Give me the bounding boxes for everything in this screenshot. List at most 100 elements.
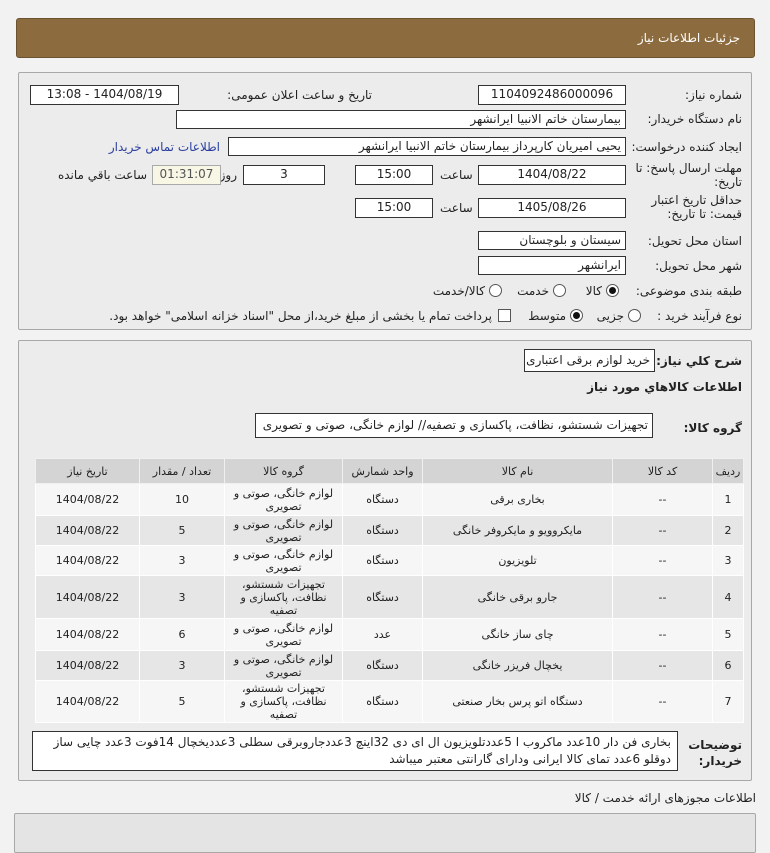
need-date-cell: 1404/08/22: [35, 650, 140, 681]
item-name-cell: مایکروویو و مایکروفر خانگی: [422, 515, 613, 546]
row-number-cell: 1: [712, 483, 744, 516]
quantity-cell: 3: [139, 545, 225, 576]
unit-cell: دستگاه: [342, 650, 423, 681]
purchase-option-minor: جزیی: [596, 309, 624, 323]
treasury-payment-text: پرداخت تمام یا بخشی از مبلغ خرید،از محل …: [109, 309, 492, 323]
province-field[interactable]: سیستان و بلوچستان: [478, 231, 626, 250]
licenses-panel: [14, 813, 756, 853]
notes-field: بخاری فن دار 10عدد ماکروب ا 5عددتلویزیون…: [32, 731, 678, 771]
item-name-cell: جارو برقی خانگی: [422, 575, 613, 619]
item-group-cell: لوازم خانگی، صوتی و تصویری: [224, 515, 343, 546]
days-field[interactable]: 3: [243, 165, 325, 185]
remaining-label: ساعت باقي مانده: [57, 168, 147, 182]
category-radio-both[interactable]: [489, 284, 502, 297]
table-row: 2 -- مایکروویو و مایکروفر خانگی دستگاه لوازم…: [35, 515, 744, 546]
unit-cell: دستگاه: [342, 483, 423, 516]
buyer-label: نام دستگاه خریدار:: [647, 112, 743, 126]
purchase-option-medium: متوسط: [528, 309, 566, 323]
need-number-label: شماره نیاز:: [685, 88, 742, 102]
purchase-radio-medium[interactable]: [570, 309, 583, 322]
page-header: جزئیات اطلاعات نیاز: [16, 18, 755, 58]
item-group-cell: لوازم خانگی، صوتی و تصویری: [224, 483, 343, 516]
item-group-cell: لوازم خانگی، صوتی و تصویری: [224, 545, 343, 576]
need-date-cell: 1404/08/22: [35, 575, 140, 619]
row-number-cell: 3: [712, 545, 744, 576]
need-date-cell: 1404/08/22: [35, 483, 140, 516]
buyer-field[interactable]: بیمارستان خاتم الانبیا ایرانشهر: [176, 110, 626, 129]
category-radio-service[interactable]: [553, 284, 566, 297]
summary-label: شرح کلي نیاز:: [656, 354, 742, 368]
category-label: طبقه بندی موضوعی:: [635, 284, 742, 298]
item-code-cell: --: [612, 618, 713, 651]
remaining-time-field: 01:31:07: [152, 165, 221, 185]
table-row: 7 -- دستگاه اتو پرس بخار صنعتی دستگاه تجهیزا…: [35, 680, 744, 723]
deadline-time-label: ساعت: [440, 168, 473, 182]
validity-label: حداقل تاریخ اعتبار قیمت: تا تاریخ:: [651, 193, 742, 221]
purchase-radio-minor[interactable]: [628, 309, 641, 322]
creator-field[interactable]: یحیی امیریان کارپرداز بیمارستان خاتم الا…: [228, 137, 626, 156]
validity-date-field[interactable]: 1405/08/26: [478, 198, 626, 218]
unit-cell: دستگاه: [342, 575, 423, 619]
item-name-cell: تلویزیون: [422, 545, 613, 576]
quantity-cell: 10: [139, 483, 225, 516]
item-name-cell: یخچال فریزر خانگی: [422, 650, 613, 681]
announce-field[interactable]: 1404/08/19 - 13:08: [30, 85, 179, 105]
item-code-cell: --: [612, 680, 713, 723]
validity-time-label: ساعت: [440, 201, 473, 215]
city-label: شهر محل تحویل:: [655, 259, 742, 273]
unit-cell: دستگاه: [342, 680, 423, 723]
row-number-cell: 5: [712, 618, 744, 651]
need-date-cell: 1404/08/22: [35, 618, 140, 651]
column-header[interactable]: تاریخ نیاز: [35, 458, 140, 484]
quantity-cell: 5: [139, 515, 225, 546]
item-code-cell: --: [612, 515, 713, 546]
creator-label: ایجاد کننده درخواست:: [631, 140, 742, 154]
items-table: ردیف کد کالا نام کالا واحد شمارش گروه کالا تع…: [35, 458, 744, 723]
column-header[interactable]: تعداد / مقدار: [139, 458, 225, 484]
table-row: 4 -- جارو برقی خانگی دستگاه تجهیزات شستشو، ن…: [35, 575, 744, 619]
item-group-cell: تجهیزات شستشو، نظافت، پاکسازی و تصفیه: [224, 680, 343, 723]
item-name-cell: چای ساز خانگی: [422, 618, 613, 651]
unit-cell: دستگاه: [342, 545, 423, 576]
need-number-field[interactable]: 1104092486000096: [478, 85, 626, 105]
item-name-cell: بخاری برقی: [422, 483, 613, 516]
column-header[interactable]: نام کالا: [422, 458, 613, 484]
item-group-cell: تجهیزات شستشو، نظافت، پاکسازی و تصفیه: [224, 575, 343, 619]
items-title: اطلاعات کالاهاي مورد نیاز: [587, 380, 742, 394]
table-row: 3 -- تلویزیون دستگاه لوازم خانگی، صوتی و تصو…: [35, 545, 744, 576]
validity-time-field[interactable]: 15:00: [355, 198, 433, 218]
item-code-cell: --: [612, 650, 713, 681]
need-date-cell: 1404/08/22: [35, 545, 140, 576]
purchase-type-label: نوع فرآیند خرید :: [657, 309, 742, 323]
group-field[interactable]: تجهیزات شستشو، نظافت، پاکسازی و تصفیه// …: [255, 413, 653, 438]
unit-cell: عدد: [342, 618, 423, 651]
table-row: 1 -- بخاری برقی دستگاه لوازم خانگی، صوتی و ت…: [35, 483, 744, 516]
column-header[interactable]: گروه کالا: [224, 458, 343, 484]
table-row: 5 -- چای ساز خانگی عدد لوازم خانگی، صوتی و ت…: [35, 618, 744, 651]
deadline-label: مهلت ارسال پاسخ: تا تاریخ:: [635, 161, 742, 189]
quantity-cell: 3: [139, 650, 225, 681]
quantity-cell: 5: [139, 680, 225, 723]
column-header[interactable]: ردیف: [712, 458, 744, 484]
category-option-goods: کالا: [585, 284, 602, 298]
row-number-cell: 2: [712, 515, 744, 546]
item-code-cell: --: [612, 483, 713, 516]
item-group-cell: لوازم خانگی، صوتی و تصویری: [224, 618, 343, 651]
buyer-contact-link[interactable]: اطلاعات تماس خریدار: [108, 140, 220, 154]
need-date-cell: 1404/08/22: [35, 515, 140, 546]
announce-label: تاریخ و ساعت اعلان عمومی:: [227, 88, 372, 102]
licenses-title: اطلاعات مجوزهای ارائه خدمت / کالا: [574, 791, 756, 805]
category-radio-goods[interactable]: [606, 284, 619, 297]
column-header[interactable]: کد کالا: [612, 458, 713, 484]
city-field[interactable]: ایرانشهر: [478, 256, 626, 275]
summary-field[interactable]: خرید لوازم برقی اعتباری: [524, 349, 655, 372]
deadline-date-field[interactable]: 1404/08/22: [478, 165, 626, 185]
item-group-cell: لوازم خانگی، صوتی و تصویری: [224, 650, 343, 681]
deadline-time-field[interactable]: 15:00: [355, 165, 433, 185]
province-label: استان محل تحویل:: [647, 234, 742, 248]
group-label: گروه کالا:: [683, 421, 742, 435]
row-number-cell: 4: [712, 575, 744, 619]
unit-cell: دستگاه: [342, 515, 423, 546]
treasury-payment-checkbox[interactable]: [498, 309, 511, 322]
column-header[interactable]: واحد شمارش: [342, 458, 423, 484]
